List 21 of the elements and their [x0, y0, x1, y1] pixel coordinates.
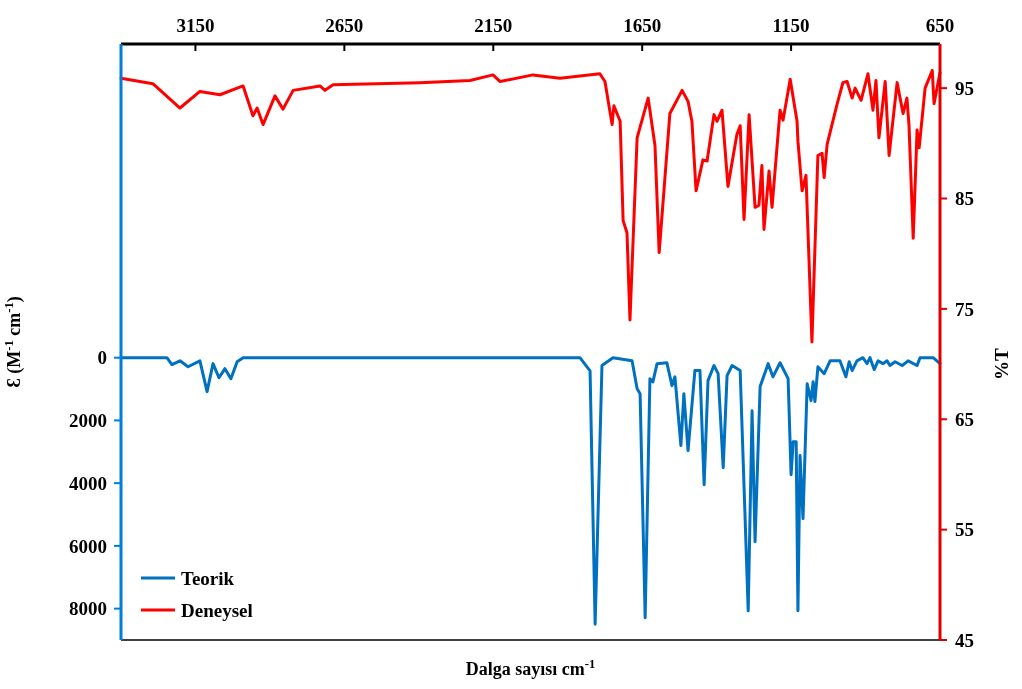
y-tick-label: 6000 [69, 535, 107, 557]
y-tick-label: 0 [97, 347, 107, 369]
y2-tick-label: 45 [955, 629, 974, 651]
y-tick-label: 4000 [69, 472, 107, 494]
y2-tick-label: 85 [955, 188, 974, 210]
y2-tick-label: 95 [955, 77, 974, 99]
y-tick-label: 8000 [69, 598, 107, 620]
y2-axis-title: %T [991, 347, 1012, 380]
x-tick-label: 1150 [772, 15, 810, 36]
x-tick-label: 650 [925, 15, 955, 36]
x-tick-label: 2150 [474, 15, 513, 36]
x-axis-title: Dalga sayısı cm$^{-1}$ [465, 657, 596, 679]
x-tick-label: 1650 [623, 15, 662, 36]
y2-tick-label: 65 [955, 408, 974, 430]
y2-tick-label: 75 [955, 298, 974, 320]
x-tick-label: 2650 [325, 15, 364, 36]
x-tick-label: 3150 [176, 15, 215, 36]
legend-label: Deneysel [181, 599, 253, 621]
y2-tick-label: 55 [955, 519, 974, 541]
legend-label: Teorik [181, 567, 235, 589]
y-tick-label: 2000 [69, 410, 107, 432]
